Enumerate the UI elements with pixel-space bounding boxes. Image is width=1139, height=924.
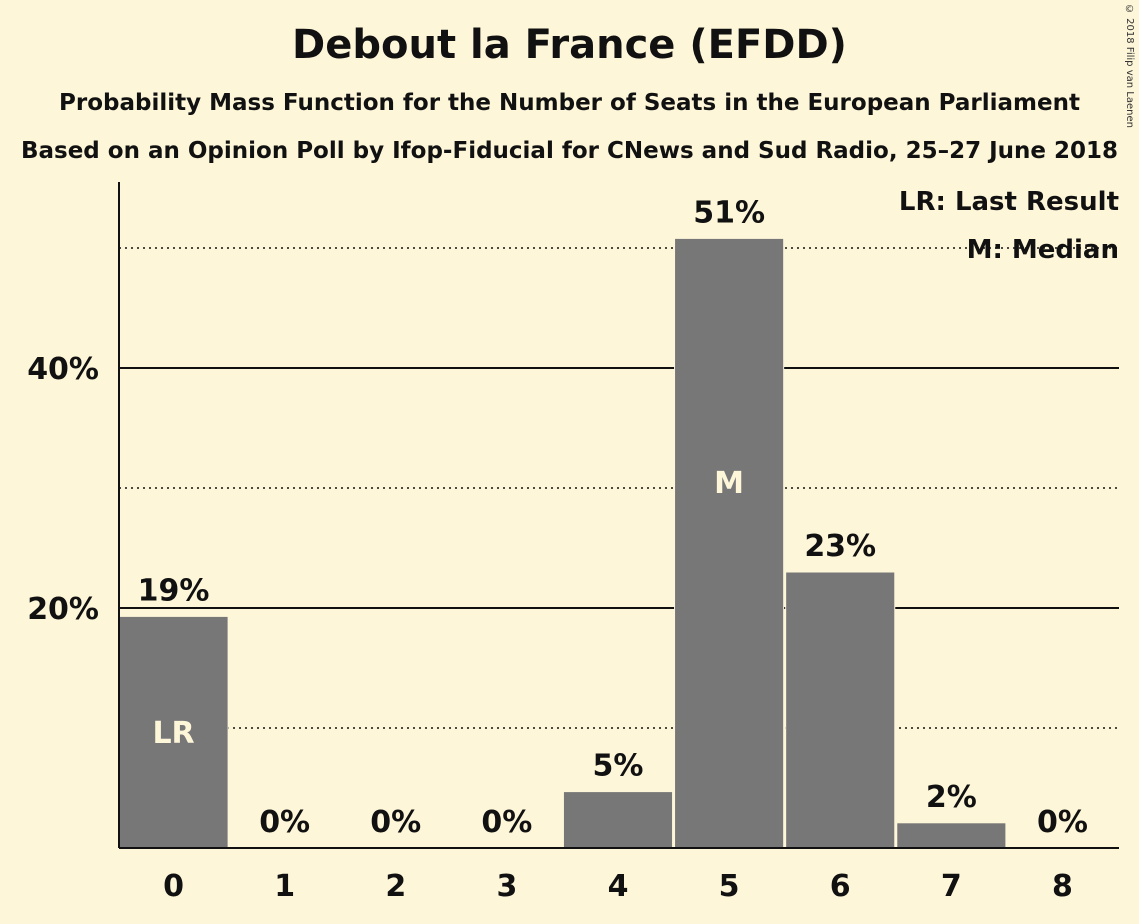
bar [674,237,785,849]
x-tick-label: 5 [719,869,740,904]
y-tick-label: 20% [27,592,99,627]
bar-mark-label: M [714,466,744,501]
bar [896,822,1007,849]
bar-value-label: 23% [804,529,876,564]
x-tick-label: 1 [274,869,295,904]
x-tick-label: 0 [163,869,184,904]
x-tick-label: 2 [385,869,406,904]
legend-median: M: Median [967,235,1119,265]
x-tick-label: 4 [608,869,629,904]
x-tick-label: 3 [496,869,517,904]
chart-subtitle-2: Based on an Opinion Poll by Ifop-Fiducia… [20,138,1119,164]
y-tick-label: 40% [27,352,99,387]
chart-title: Debout la France (EFDD) [292,22,847,68]
bar [562,791,674,849]
bar-value-label: 0% [370,805,421,840]
bar-mark-label: LR [152,716,194,751]
bar-value-label: 0% [481,805,532,840]
bar-value-label: 19% [138,573,210,608]
copyright-note: © 2018 Filip van Laenen [1124,4,1135,128]
bar-value-label: 5% [593,749,644,784]
bar-value-label: 0% [259,805,310,840]
x-tick-label: 8 [1052,869,1073,904]
x-tick-label: 7 [941,869,962,904]
bar-value-label: 0% [1037,805,1088,840]
bar [785,571,896,849]
legend-last-result: LR: Last Result [899,187,1119,217]
bar-value-label: 2% [926,780,977,815]
bar-value-label: 51% [693,195,765,230]
bar [118,615,229,849]
x-tick-label: 6 [830,869,851,904]
chart-subtitle: Probability Mass Function for the Number… [59,90,1080,116]
